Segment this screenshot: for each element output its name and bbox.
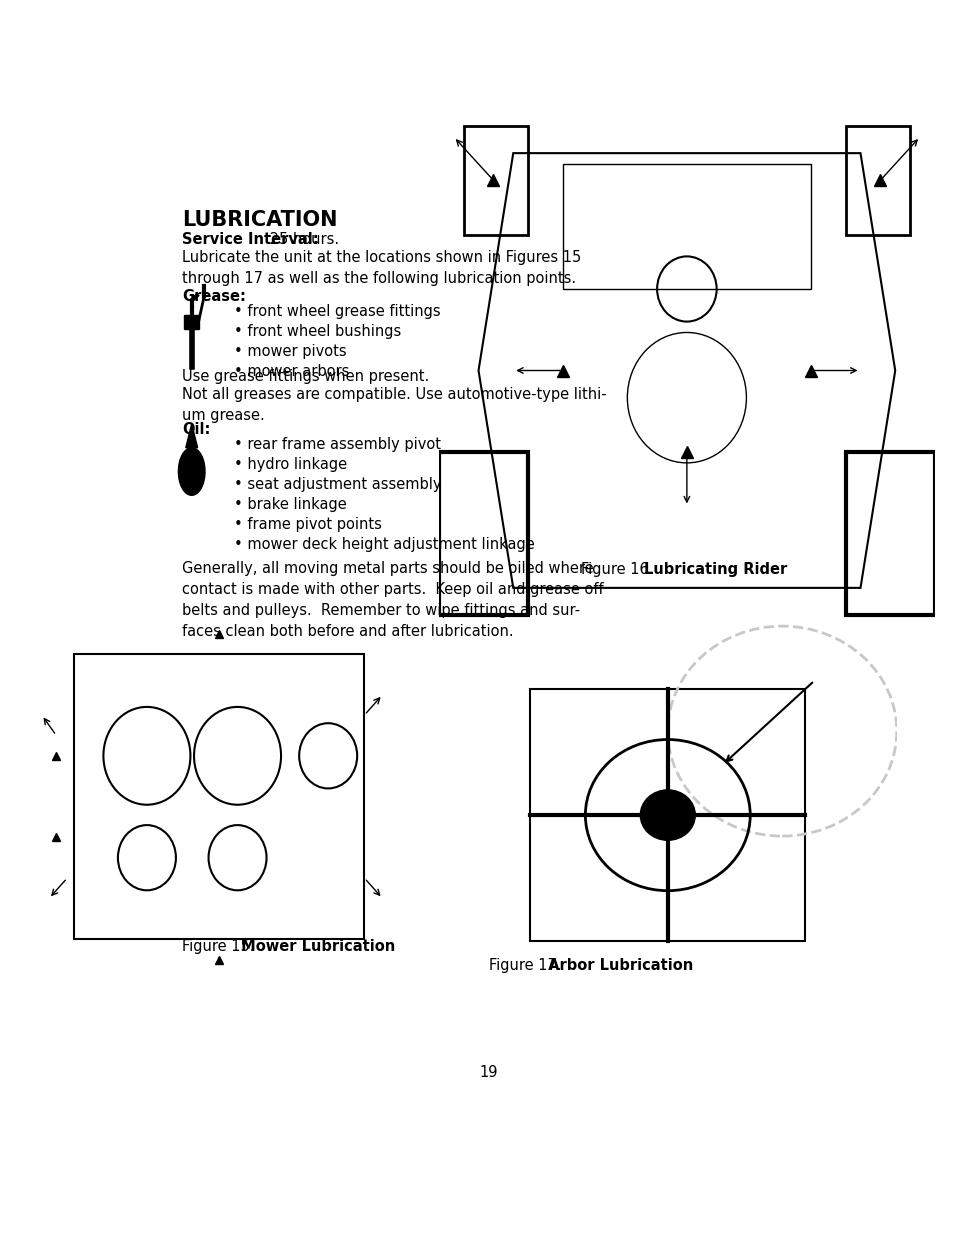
Text: • front wheel bushings: • front wheel bushings [233,324,400,340]
Text: Use grease fittings when present.: Use grease fittings when present. [182,369,429,384]
Text: Grease:: Grease: [182,289,246,304]
Text: 25 hours.: 25 hours. [265,232,338,247]
Text: Oil:: Oil: [182,422,211,437]
Text: Figure 15.: Figure 15. [182,940,254,955]
Text: Mower Lubrication: Mower Lubrication [235,940,395,955]
Polygon shape [184,315,199,329]
Text: Service Interval:: Service Interval: [182,232,318,247]
Text: • seat adjustment assembly: • seat adjustment assembly [233,477,441,493]
Text: Figure 17.: Figure 17. [488,958,561,973]
Circle shape [639,790,695,840]
Text: Not all greases are compatible. Use automotive-type lithi-
um grease.: Not all greases are compatible. Use auto… [182,387,606,422]
Text: Lubricate the unit at the locations shown in Figures 15
through 17 as well as th: Lubricate the unit at the locations show… [182,249,580,287]
Text: • mower deck height adjustment linkage: • mower deck height adjustment linkage [233,537,534,552]
Text: • mower pivots: • mower pivots [233,345,346,359]
Text: • front wheel grease fittings: • front wheel grease fittings [233,304,440,319]
Text: • brake linkage: • brake linkage [233,498,346,513]
Text: • mower arbors: • mower arbors [233,364,349,379]
Text: • hydro linkage: • hydro linkage [233,457,347,472]
Polygon shape [178,448,205,495]
Text: LUBRICATION: LUBRICATION [182,210,337,230]
Text: Generally, all moving metal parts should be oiled where
contact is made with oth: Generally, all moving metal parts should… [182,561,603,638]
Text: Lubricating Rider: Lubricating Rider [643,562,786,577]
Text: • frame pivot points: • frame pivot points [233,517,381,532]
Polygon shape [186,424,197,448]
Text: Arbor Lubrication: Arbor Lubrication [542,958,693,973]
Text: Figure 16.: Figure 16. [580,562,658,577]
Text: 19: 19 [479,1065,497,1081]
Text: • rear frame assembly pivot: • rear frame assembly pivot [233,437,440,452]
